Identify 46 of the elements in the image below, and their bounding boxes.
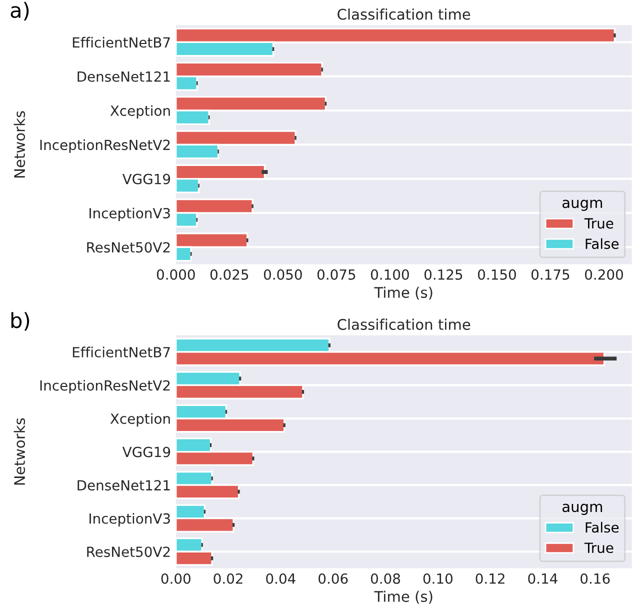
legend-title: augm <box>562 200 602 211</box>
y-tick-label: VGG19 <box>122 446 170 458</box>
legend-label: False <box>586 238 619 250</box>
y-tick-label: InceptionV3 <box>90 513 170 526</box>
y-axis-title: Networks <box>14 111 26 178</box>
y-tick-label: InceptionResNetV2 <box>40 380 170 394</box>
y-tick-label: Xception <box>110 105 170 119</box>
x-tick-label: 0.100 <box>370 269 409 280</box>
y-axis-title: Networks <box>14 418 26 485</box>
x-tick-label: 0.125 <box>424 269 462 280</box>
x-tick-label: 0.16 <box>580 573 610 584</box>
x-tick-label: 0.200 <box>585 269 623 280</box>
x-tick-label: 0.050 <box>264 269 302 280</box>
x-tick-label: 0.10 <box>423 573 452 584</box>
y-tick-label: DenseNet121 <box>78 71 170 82</box>
y-tick-label: InceptionV3 <box>90 208 170 222</box>
x-tick-label: 0.06 <box>318 573 348 584</box>
x-tick-label: 0.02 <box>214 573 242 584</box>
x-tick-label: 0.04 <box>266 573 296 584</box>
x-tick-label: 0.000 <box>156 269 195 280</box>
y-tick-label: Xception <box>110 413 170 427</box>
legend-label: False <box>586 522 619 533</box>
chart-title: Classification time <box>338 8 470 20</box>
legend-label: True <box>584 542 614 554</box>
x-axis-title: Time (s) <box>374 286 432 300</box>
y-tick-label: ResNet50V2 <box>87 242 170 253</box>
y-tick-label: DenseNet121 <box>78 480 170 491</box>
legend-label: True <box>584 218 614 229</box>
x-axis-title: Time (s) <box>374 590 432 604</box>
x-tick-label: 0.075 <box>317 269 356 280</box>
y-tick-label: ResNet50V2 <box>87 546 170 558</box>
x-tick-label: 0.00 <box>161 573 190 584</box>
y-tick-label: VGG19 <box>122 174 170 184</box>
x-tick-label: 0.175 <box>532 269 570 280</box>
legend-title: augm <box>562 504 602 515</box>
text: a) <box>10 2 29 20</box>
x-tick-label: 0.12 <box>476 573 504 584</box>
y-tick-label: EfficientNetB7 <box>72 346 170 358</box>
y-tick-label: EfficientNetB7 <box>72 36 170 48</box>
x-tick-label: 0.08 <box>370 573 400 584</box>
x-tick-label: 0.14 <box>528 573 558 584</box>
x-tick-label: 0.150 <box>478 269 516 280</box>
text: b) <box>11 312 30 331</box>
y-tick-label: InceptionResNetV2 <box>40 139 170 153</box>
chart-title: Classification time <box>338 318 470 330</box>
x-tick-label: 0.025 <box>210 269 248 280</box>
